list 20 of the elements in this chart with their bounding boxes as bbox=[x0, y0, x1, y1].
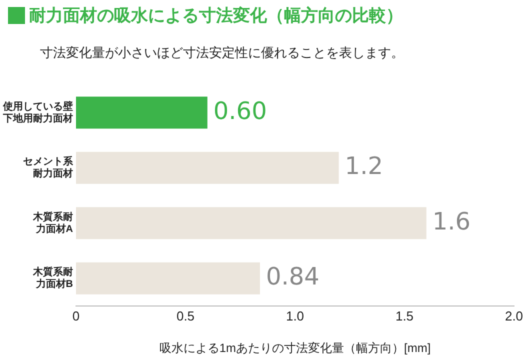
bar bbox=[76, 262, 260, 294]
x-tick-label: 1.5 bbox=[395, 308, 414, 324]
x-tick-label: 2.0 bbox=[504, 308, 524, 324]
data-label: 1.2 bbox=[344, 152, 383, 180]
data-label: 0.84 bbox=[266, 262, 320, 291]
y-tick-label: 木質系耐力面材B bbox=[32, 266, 73, 290]
chart-title: 耐力面材の吸水による寸法変化（幅方向の比較） bbox=[29, 5, 403, 27]
bar bbox=[76, 152, 339, 184]
chart-subtitle: 寸法変化量が小さいほど寸法安定性に優れることを表します。 bbox=[40, 45, 404, 62]
data-label: 0.60 bbox=[213, 96, 267, 125]
y-tick-label: 木質系耐力面材A bbox=[32, 210, 73, 235]
y-tick-label: 使用している壁下地用耐力面材 bbox=[2, 100, 73, 124]
bar bbox=[76, 207, 426, 240]
bar bbox=[76, 96, 208, 129]
x-tick-label: 0 bbox=[72, 308, 80, 324]
x-axis-title: 吸水による1mあたりの寸法変化量（幅方向）[mm] bbox=[159, 341, 431, 356]
y-tick-label: セメント系耐力面材 bbox=[23, 156, 74, 180]
x-tick-label: 1.0 bbox=[286, 308, 304, 324]
data-label: 1.6 bbox=[432, 207, 471, 236]
x-tick-label: 0.5 bbox=[176, 308, 195, 324]
